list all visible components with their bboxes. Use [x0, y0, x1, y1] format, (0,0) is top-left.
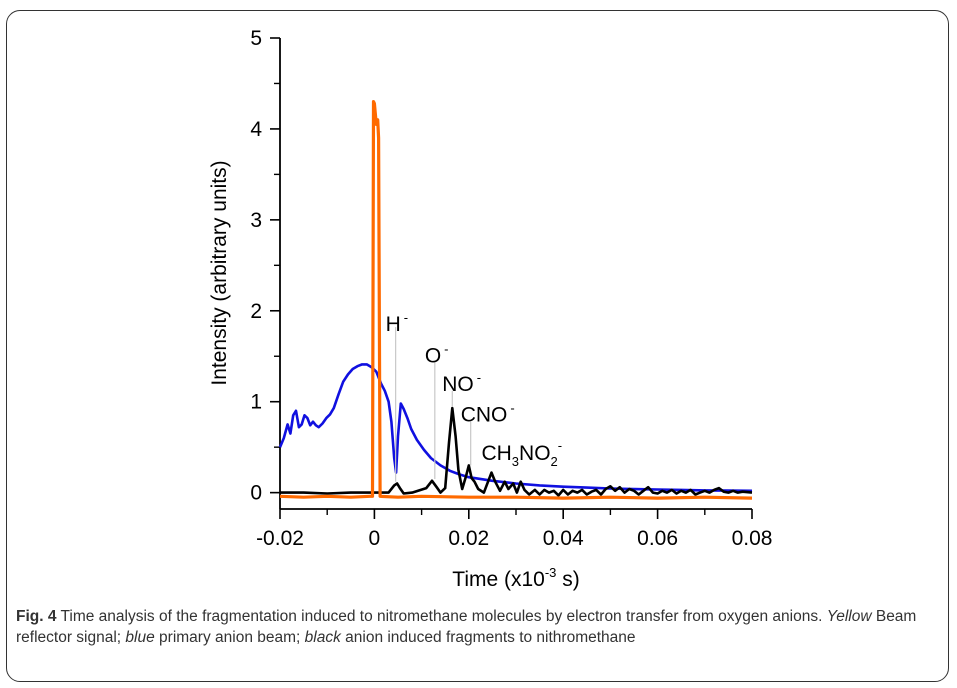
y-tick-label: 2 — [250, 300, 262, 323]
annotation-superscript: - — [444, 342, 448, 357]
y-tick-label: 3 — [250, 209, 262, 232]
annotation-subscript: 2 — [551, 454, 558, 469]
x-tick-label: 0.08 — [732, 527, 773, 550]
caption-italic-black: black — [304, 629, 341, 646]
annotation-superscript: - — [404, 310, 408, 325]
figure-caption: Fig. 4 Time analysis of the fragmentatio… — [16, 606, 926, 648]
annotation-label: NO - — [442, 370, 481, 396]
y-tick-label: 1 — [250, 391, 262, 414]
y-tick-label: 5 — [250, 27, 262, 50]
caption-text-1: Time analysis of the fragmentation induc… — [56, 608, 827, 625]
caption-text-3: primary anion beam; — [154, 629, 305, 646]
annotation-label: CH3NO2- — [481, 438, 562, 469]
x-tick-label: -0.02 — [256, 527, 304, 550]
annotation-label: CNO - — [461, 401, 515, 427]
series-line-anion-fragments — [280, 406, 753, 497]
x-tick-label: 0.02 — [448, 527, 489, 550]
x-axis-label-exponent: -3 — [545, 565, 557, 580]
chart-series — [278, 100, 753, 500]
x-tick-label: 0.04 — [543, 527, 584, 550]
caption-text-2: Beam reflector signal; — [16, 608, 917, 646]
x-axis-label-unit: s) — [556, 568, 579, 591]
x-tick-label: 0.06 — [637, 527, 678, 550]
x-axis-label-main: Time (x10 — [452, 568, 545, 591]
x-tick-label: 0 — [369, 527, 381, 550]
annotation-superscript: - — [510, 401, 514, 416]
chart-ticks: -0.02 0 0.02 0.04 0.06 0.08 0 1 2 3 4 5 — [250, 27, 772, 550]
chart-annotations: H -O -NO -CNO -CH3NO2- — [386, 310, 562, 482]
annotation-label: H- — [386, 310, 409, 336]
y-axis-label: Intensity (arbitrary units) — [208, 160, 231, 385]
annotation-subscript: 3 — [512, 454, 519, 469]
annotation-mid: NO — [519, 442, 551, 465]
annotation-superscript: - — [477, 370, 481, 385]
caption-text-4: anion induced fragments to nithromethane — [340, 629, 636, 646]
annotation-label: O- — [425, 342, 449, 368]
y-tick-label: 0 — [250, 482, 262, 505]
x-axis-label: Time (x10-3 s) — [452, 565, 579, 591]
caption-label: Fig. 4 — [16, 608, 57, 625]
series-line-primary-anion-beam — [278, 363, 753, 493]
caption-italic-blue: blue — [125, 629, 155, 646]
figure-frame — [6, 10, 949, 682]
annotation-superscript: - — [558, 438, 562, 453]
caption-italic-yellow: Yellow — [826, 608, 872, 625]
y-tick-label: 4 — [250, 118, 262, 141]
series-line-beam-reflector — [279, 100, 753, 500]
chart-axes — [279, 38, 752, 510]
